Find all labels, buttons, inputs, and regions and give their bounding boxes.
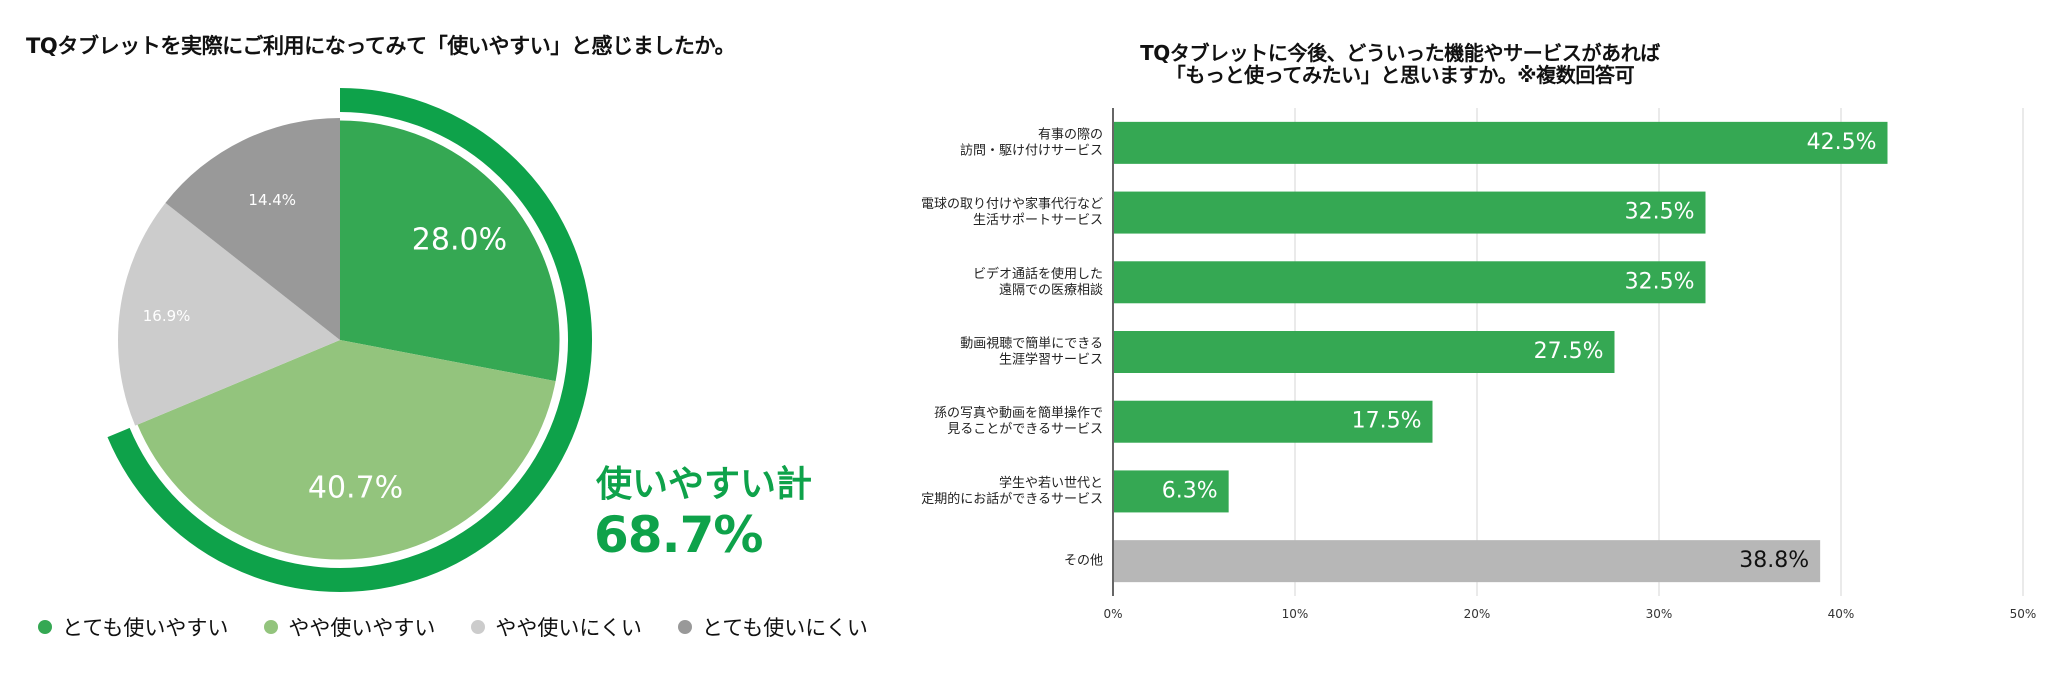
x-tick-label: 10% [1282,607,1309,621]
bar [1114,470,1229,513]
bar [1114,261,1706,304]
pie-slice [118,202,340,426]
category-label: 動画視聴で簡単にできる [960,336,1103,352]
pie-highlight-outline [132,115,565,565]
category-label: 生活サポートサービス [973,213,1103,228]
legend-item: とても使いにくい [677,612,868,642]
usable-total-arc [107,88,592,592]
x-tick-label: 20% [1464,607,1491,621]
category-label: 定期的にお話ができるサービス [921,491,1103,507]
category-label: ビデオ通話を使用した [973,266,1103,282]
bar [1114,400,1433,443]
category-label: 見ることができるサービス [947,422,1103,437]
pie-slice-label: 14.4% [248,191,296,209]
pie-slice-label: 40.7% [308,471,403,506]
legend-item: とても使いやすい [38,612,228,642]
category-label: 訪問・駆け付けサービス [960,142,1103,158]
legend-label: とても使いにくい [701,616,868,640]
legend-swatch [677,620,692,634]
bar-value-label: 27.5% [1534,339,1604,364]
bar-value-label: 6.3% [1162,478,1218,503]
pie-slice-label: 28.0% [412,223,507,258]
bar-value-label: 17.5% [1352,409,1422,434]
category-label: 孫の写真や動画を簡単操作で [934,405,1103,421]
bar [1114,540,1821,583]
bar [1114,331,1615,373]
legend-swatch [471,620,486,634]
pie-chart-title: TQタブレットを実際にご利用になってみて「使いやすい」と感じましたか。 [26,34,736,58]
x-tick-label: 30% [1646,607,1673,621]
usable-total-value: 68.7% [594,506,763,564]
legend-swatch [38,620,52,634]
usable-total-label: 使いやすい計 [596,464,813,505]
bar-chart-title-line-1: TQタブレットに今後、どういった機能やサービスがあれば [1140,41,1660,65]
category-label: その他 [1064,554,1103,569]
category-label: 電球の取り付けや家事代行など [921,196,1103,212]
legend-item: やや使いにくい [471,612,642,642]
x-tick-label: 0% [1103,607,1122,621]
pie-slice [340,118,562,382]
pie-slice [135,340,559,562]
legend-label: やや使いにくい [495,616,642,640]
legend-item: やや使いやすい [264,612,435,642]
legend-swatch [264,620,279,634]
legend-label: やや使いやすい [288,616,436,640]
bar [1114,121,1888,164]
x-tick-label: 40% [1828,607,1855,621]
pie-chart: 28.0% 40.7% 16.9% 14.4% [107,88,592,592]
pie-slice [165,117,340,340]
bar-value-label: 38.8% [1739,548,1809,573]
category-label: 生涯学習サービス [999,352,1103,368]
category-label: 遠隔での医療相談 [999,282,1103,298]
bar-value-label: 32.5% [1625,200,1695,225]
category-label: 有事の際の [1038,127,1103,142]
pie-legend: とても使いやすい やや使いやすい やや使いにくい とても使いにくい [38,612,868,642]
bar-chart-title-line-2: 「もっと使ってみたい」と思いますか。※複数回答可 [1165,63,1635,87]
bar-value-label: 32.5% [1625,269,1695,294]
pie-slice-label: 16.9% [143,307,191,325]
bar-value-label: 42.5% [1807,130,1877,155]
legend-label: とても使いやすい [62,616,229,640]
bar [1114,191,1706,234]
category-label: 学生や若い世代と [999,475,1103,491]
x-tick-label: 50% [2010,607,2037,621]
